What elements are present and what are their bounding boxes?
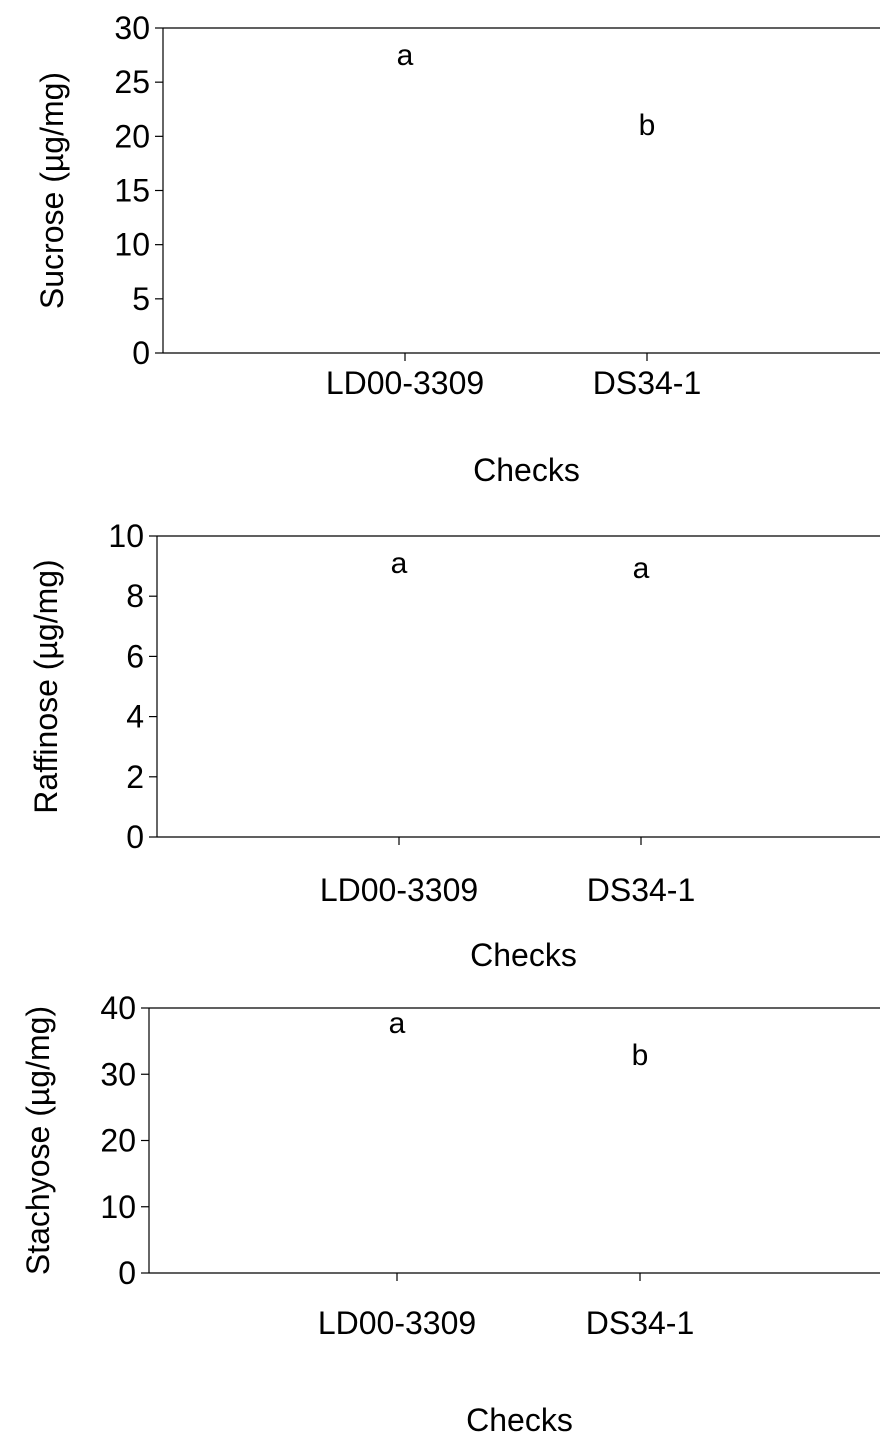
x-axis-title: Checks: [466, 1402, 573, 1438]
x-axis-title: Checks: [473, 452, 580, 488]
significance-letter: b: [632, 1039, 649, 1072]
y-tick-label: 5: [132, 281, 150, 317]
y-tick-label: 6: [126, 638, 144, 674]
y-tick-label: 10: [108, 518, 144, 554]
significance-letter: a: [391, 547, 408, 580]
category-label: LD00-3309: [318, 1305, 476, 1341]
y-tick-label: 10: [114, 227, 150, 263]
y-tick-label: 4: [126, 699, 144, 735]
y-axis-title: Sucrose (µg/mg): [34, 72, 70, 309]
y-tick-label: 0: [126, 819, 144, 855]
y-axis-title: Stachyose (µg/mg): [20, 1006, 56, 1275]
y-tick-label: 0: [118, 1255, 136, 1291]
significance-letter: a: [397, 39, 414, 72]
y-tick-label: 30: [100, 1056, 136, 1092]
category-label: DS34-1: [587, 872, 696, 908]
y-tick-label: 10: [100, 1189, 136, 1225]
category-label: LD00-3309: [320, 872, 478, 908]
y-tick-label: 15: [114, 173, 150, 209]
significance-letter: b: [639, 109, 656, 142]
y-tick-label: 40: [100, 990, 136, 1026]
y-tick-label: 8: [126, 578, 144, 614]
y-tick-label: 25: [114, 64, 150, 100]
x-axis-title: Checks: [470, 937, 577, 973]
y-tick-label: 30: [114, 10, 150, 46]
y-axis-title: Raffinose (µg/mg): [28, 559, 64, 813]
y-tick-label: 20: [100, 1123, 136, 1159]
category-label: DS34-1: [593, 365, 702, 401]
y-tick-label: 2: [126, 759, 144, 795]
significance-letter: a: [633, 552, 650, 585]
category-label: DS34-1: [586, 1305, 695, 1341]
y-tick-label: 20: [114, 118, 150, 154]
y-tick-label: 0: [132, 335, 150, 371]
significance-letter: a: [389, 1007, 406, 1040]
category-label: LD00-3309: [326, 365, 484, 401]
